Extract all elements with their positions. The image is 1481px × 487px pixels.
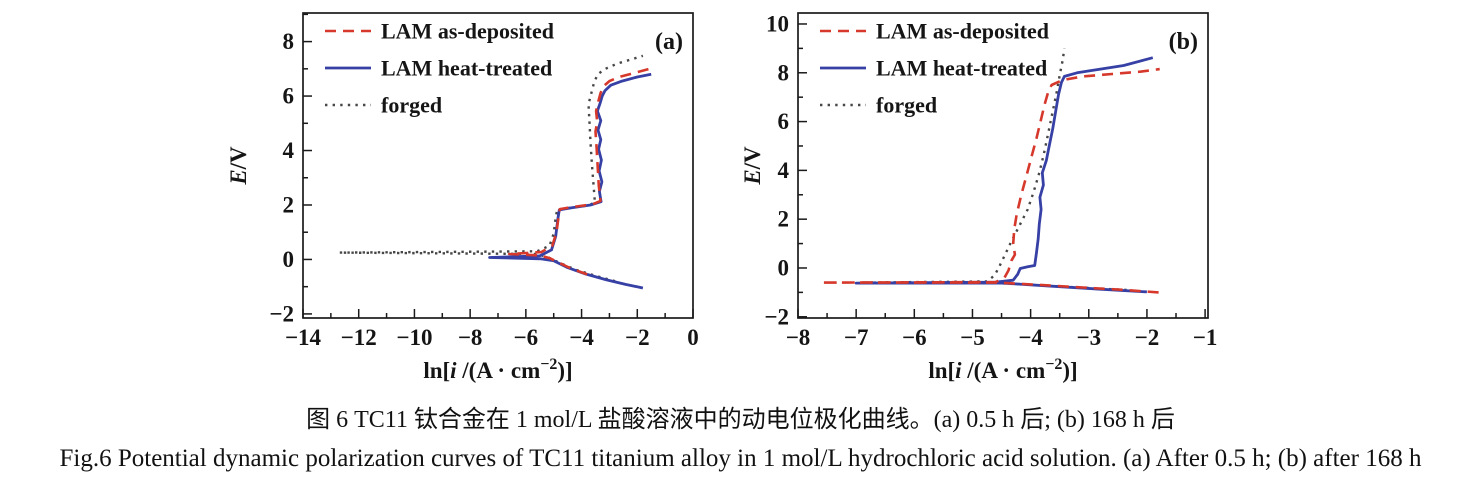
axis-ticks (797, 23, 1206, 318)
legend: LAM as-deposited LAM heat-treated forged (820, 19, 1049, 118)
svg-text:−2: −2 (269, 301, 294, 326)
legend-label-forged: forged (381, 93, 442, 118)
legend: LAM as-deposited LAM heat-treated forged (325, 19, 554, 118)
panel-label-a: (a) (655, 29, 683, 55)
series-lines (820, 48, 1160, 294)
svg-text:2: 2 (778, 207, 790, 232)
svg-text:6: 6 (283, 84, 295, 109)
svg-text:8: 8 (283, 29, 295, 54)
series-as_deposited (820, 67, 1160, 294)
svg-text:4: 4 (283, 138, 295, 163)
svg-text:−12: −12 (341, 325, 377, 350)
svg-text:−1: −1 (1193, 325, 1218, 350)
svg-text:6: 6 (778, 109, 790, 134)
svg-text:−4: −4 (569, 325, 594, 350)
svg-text:−3: −3 (1076, 325, 1101, 350)
svg-text:8: 8 (778, 60, 790, 85)
y-tick-labels: −2 0 2 4 6 8 10 (764, 11, 789, 329)
series-heat_treated (488, 72, 652, 290)
svg-text:0: 0 (778, 255, 790, 280)
series-lines (337, 54, 652, 290)
chart-b-polarization-168h: −8 −7 −6 −5 −4 −3 −2 −1 −2 0 2 4 6 8 10 ln[i /(A · cm−2… (742, 11, 1218, 383)
x-tick-labels: −14 −12 −10 −8 −6 −4 −2 0 (285, 325, 699, 350)
svg-text:−2: −2 (625, 325, 650, 350)
svg-text:−2: −2 (764, 304, 789, 329)
svg-text:−7: −7 (844, 325, 869, 350)
series-as_deposited (507, 67, 651, 276)
svg-text:−10: −10 (396, 325, 432, 350)
caption-chinese: 图 6 TC11 钛合金在 1 mol/L 盐酸溶液中的动电位极化曲线。(a) … (306, 407, 1175, 433)
y-tick-labels: −2 0 2 4 6 8 (269, 29, 294, 326)
svg-text:0: 0 (283, 247, 295, 272)
plot-frame (797, 12, 1209, 319)
svg-text:−6: −6 (514, 325, 539, 350)
svg-text:2: 2 (283, 192, 295, 217)
svg-text:−6: −6 (902, 325, 927, 350)
caption-english: Fig.6 Potential dynamic polarization cur… (59, 445, 1422, 472)
svg-text:10: 10 (766, 11, 789, 36)
series-forged (860, 48, 1127, 292)
legend-label-as_deposited: LAM as-deposited (381, 19, 554, 44)
legend-label-heat_treated: LAM heat-treated (381, 56, 552, 81)
axis-ticks (302, 13, 694, 318)
legend-label-heat_treated: LAM heat-treated (876, 56, 1047, 81)
x-axis-label: ln[i /(A · cm−2)] (928, 356, 1077, 383)
svg-text:0: 0 (687, 325, 699, 350)
legend-label-as_deposited: LAM as-deposited (876, 19, 1049, 44)
svg-text:−8: −8 (786, 325, 811, 350)
svg-text:−14: −14 (285, 325, 322, 350)
y-axis-label: E/V (226, 146, 251, 186)
svg-text:−2: −2 (1135, 325, 1160, 350)
x-axis-label: ln[i /(A · cm−2)] (423, 356, 572, 383)
svg-text:4: 4 (778, 158, 790, 183)
x-tick-labels: −8 −7 −6 −5 −4 −3 −2 −1 (786, 325, 1218, 350)
panel-label-b: (b) (1169, 29, 1198, 55)
legend-label-forged: forged (876, 93, 937, 118)
svg-text:−4: −4 (1018, 325, 1043, 350)
svg-text:−8: −8 (458, 325, 483, 350)
svg-text:−5: −5 (960, 325, 985, 350)
chart-a-polarization-0.5h: −14 −12 −10 −8 −6 −4 −2 0 −2 0 2 4 6 8 ln[i /(A · cm−2… (226, 12, 699, 383)
y-axis-label: E/V (742, 146, 765, 186)
